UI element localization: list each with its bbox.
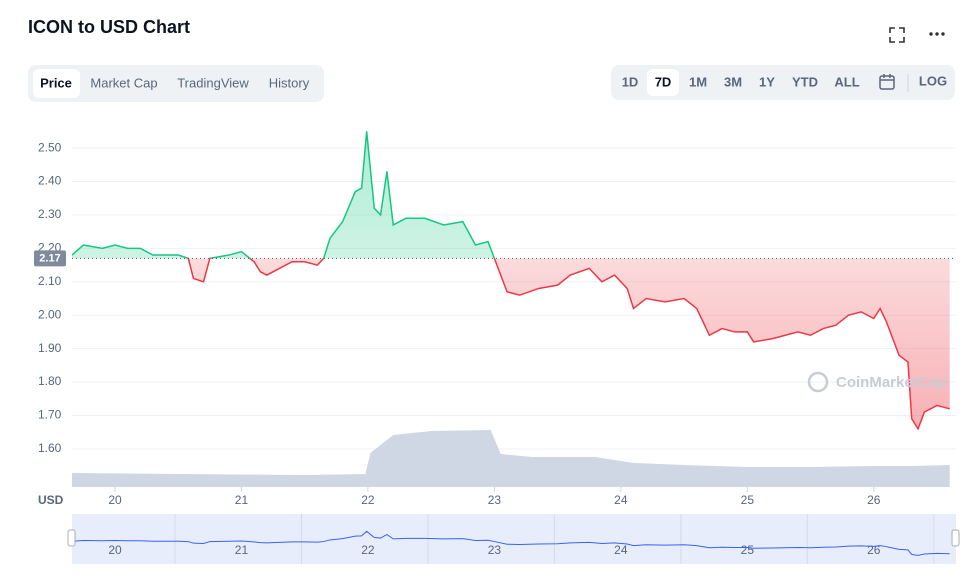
volume-area (72, 430, 950, 487)
calendar-icon[interactable] (879, 74, 895, 90)
navigator-tick-label: 24 (614, 543, 628, 557)
more-icon[interactable] (929, 32, 945, 36)
log-button[interactable]: LOG (919, 73, 947, 88)
y-tick-label: 1.60 (38, 441, 62, 455)
x-tick-label: 24 (614, 493, 628, 507)
price-line-up (72, 131, 496, 259)
x-tick-label: 23 (488, 493, 502, 507)
tab[interactable]: Price (40, 75, 72, 90)
navigator (72, 514, 956, 564)
tab-bar (28, 65, 324, 102)
x-tick-label: 21 (235, 493, 249, 507)
range-button[interactable]: 1Y (759, 74, 775, 89)
navigator-tick-label: 20 (108, 543, 122, 557)
x-tick-label: 20 (108, 493, 122, 507)
y-tick-label: 1.90 (38, 341, 62, 355)
x-tick-label: 25 (741, 493, 755, 507)
range-button[interactable]: 7D (655, 74, 672, 89)
y-tick-label: 2.40 (38, 174, 62, 188)
tab[interactable]: History (269, 75, 310, 90)
range-button[interactable]: 1D (622, 74, 639, 89)
price-line-down (185, 258, 950, 431)
tab[interactable]: TradingView (177, 75, 249, 90)
range-bar (611, 65, 955, 100)
navigator-tick-label: 21 (235, 543, 249, 557)
navigator-handle[interactable] (67, 529, 76, 547)
y-tick-label: 1.70 (38, 408, 62, 422)
tab[interactable]: Market Cap (90, 75, 157, 90)
fullscreen-icon[interactable] (889, 27, 905, 43)
x-tick-label: 26 (867, 493, 881, 507)
baseline-label-box (34, 250, 66, 267)
range-active (647, 69, 679, 96)
price-area-down (188, 258, 950, 429)
navigator-tick-label: 26 (867, 543, 881, 557)
y-tick-label: 2.50 (38, 140, 62, 154)
y-tick-label: 2.00 (38, 307, 62, 321)
navigator-handle[interactable] (951, 529, 960, 547)
baseline-label: 2.17 (39, 252, 60, 264)
navigator-line (71, 530, 950, 556)
range-button[interactable]: 3M (724, 74, 742, 89)
y-tick-label: 2.30 (38, 207, 62, 221)
range-button[interactable]: 1M (689, 74, 707, 89)
range-button[interactable]: ALL (834, 74, 859, 89)
x-tick-label: 22 (361, 493, 375, 507)
chart-title: ICON to USD Chart (28, 17, 190, 37)
navigator-tick-label: 22 (361, 543, 375, 557)
navigator-tick-label: 23 (488, 543, 502, 557)
watermark-logo (807, 371, 829, 393)
navigator-tick-label: 25 (741, 543, 755, 557)
x-unit-label: USD (38, 493, 64, 507)
tab-active (33, 69, 80, 98)
range-button[interactable]: YTD (792, 74, 818, 89)
y-tick-label: 2.10 (38, 274, 62, 288)
y-tick-label: 1.80 (38, 374, 62, 388)
watermark: CoinMarketCap (836, 374, 946, 391)
